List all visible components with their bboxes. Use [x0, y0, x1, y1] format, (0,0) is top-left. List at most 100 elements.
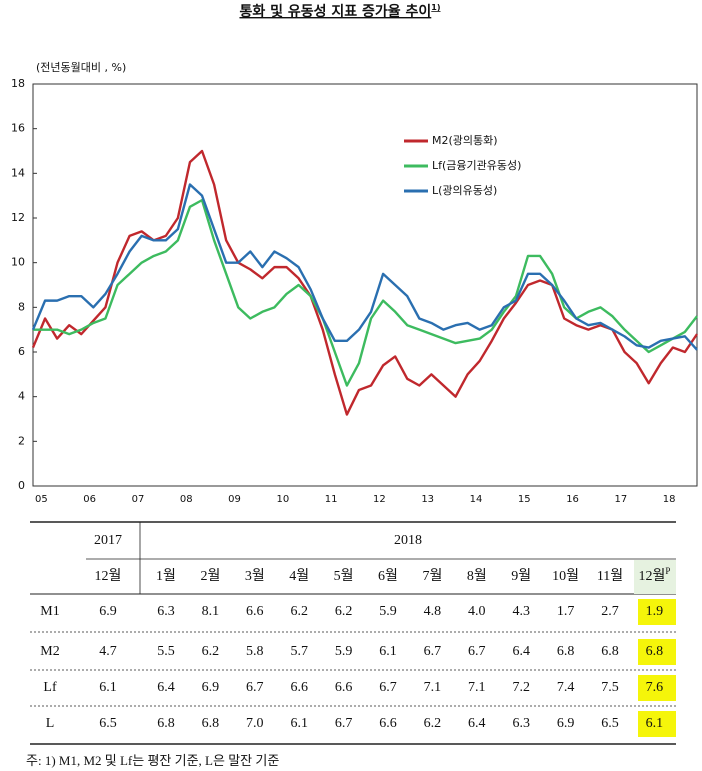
table-value: 5.9	[379, 604, 397, 619]
table-value: 1.7	[557, 604, 575, 619]
table-value: 6.4	[157, 680, 175, 695]
y-tick-label: 14	[11, 166, 25, 179]
month-text: 6월	[378, 568, 398, 584]
table-value: 6.4	[512, 644, 530, 659]
table-value: 7.5	[601, 680, 619, 695]
table-value: 6.8	[202, 716, 220, 731]
highlight	[638, 599, 676, 625]
x-tick-label: 14	[470, 494, 483, 505]
table-value: 5.5	[157, 644, 175, 659]
table-value: 6.9	[557, 716, 575, 731]
month-text: 4월	[289, 568, 309, 584]
table-value: 6.8	[601, 644, 619, 659]
month-header: 8월	[467, 568, 487, 584]
series-line	[31, 183, 698, 351]
highlight	[638, 711, 676, 737]
month-text: 11월	[597, 568, 623, 584]
table-value: 6.5	[601, 716, 619, 731]
table-value: 6.3	[512, 716, 530, 731]
y-tick-label: 8	[18, 300, 25, 313]
plot-frame	[32, 83, 698, 487]
x-tick-label: 06	[83, 494, 96, 505]
highlight	[638, 675, 676, 701]
table-value: 7.1	[468, 680, 486, 695]
table-value: 6.6	[335, 680, 353, 695]
table-value: 6.1	[379, 644, 397, 659]
table-value: 6.6	[246, 604, 264, 619]
legend-label: L(광의유동성)	[432, 184, 497, 197]
y-tick-label: 18	[11, 77, 25, 90]
table-value: 6.8	[557, 644, 575, 659]
table-value: 1.9	[646, 604, 664, 619]
legend-label: Lf(금융기관유동성)	[432, 159, 521, 172]
footnote: 주: 1) M1, M2 및 Lf는 평잔 기준, L은 말잔 기준	[26, 753, 279, 768]
month-header: 2월	[200, 568, 220, 584]
month-note: P	[665, 566, 670, 576]
title-note: 1)	[431, 3, 440, 12]
x-tick-label: 07	[132, 494, 145, 505]
y-tick-label: 10	[11, 256, 25, 269]
table-value: 4.8	[424, 604, 442, 619]
table-value: 6.1	[290, 716, 308, 731]
month-header: 10월	[552, 568, 579, 584]
row-label: M1	[40, 604, 59, 619]
month-header: 4월	[289, 568, 309, 584]
x-tick-label: 09	[228, 494, 241, 505]
month-header: 5월	[334, 568, 354, 584]
table-value: 6.7	[246, 680, 264, 695]
table-value: 6.7	[424, 644, 442, 659]
table-value: 6.9	[99, 604, 117, 619]
y-tick-label: 4	[18, 390, 25, 403]
table-value: 5.8	[246, 644, 264, 659]
y-tick-label: 0	[18, 479, 25, 492]
table-value: 7.1	[424, 680, 442, 695]
month-text: 2월	[200, 568, 220, 584]
table-value: 6.7	[468, 644, 486, 659]
x-tick-label: 10	[276, 494, 289, 505]
month-text: 9월	[511, 568, 531, 584]
series-line	[33, 198, 698, 387]
table-value: 6.9	[202, 680, 220, 695]
x-tick-label: 15	[518, 494, 531, 505]
x-tick-label: 12	[373, 494, 386, 505]
legend-label: M2(광의통화)	[432, 134, 498, 147]
table-value: 7.6	[646, 680, 664, 695]
x-tick-label: 16	[566, 494, 579, 505]
row-label: L	[46, 716, 55, 731]
month-header: 12월P	[638, 566, 670, 584]
x-tick-label: 05	[35, 494, 48, 505]
year-header: 2017	[94, 533, 122, 548]
highlight-header	[634, 560, 676, 594]
table-value: 6.2	[290, 604, 308, 619]
x-tick-label: 11	[325, 494, 338, 505]
month-header: 7월	[422, 568, 442, 584]
x-tick-label: 08	[180, 494, 193, 505]
y-tick-label: 2	[18, 434, 25, 447]
month-header: 6월	[378, 568, 398, 584]
table-value: 6.2	[202, 644, 220, 659]
table-value: 6.2	[335, 604, 353, 619]
table-value: 6.8	[646, 644, 664, 659]
table-value: 4.3	[512, 604, 530, 619]
row-label: M2	[40, 644, 59, 659]
table-value: 4.7	[99, 644, 117, 659]
y-axis-label: (전년동월대비 , %)	[36, 61, 126, 74]
x-tick-label: 13	[421, 494, 434, 505]
table-value: 6.8	[157, 716, 175, 731]
table-value: 6.4	[468, 716, 486, 731]
month-header: 9월	[511, 568, 531, 584]
table-value: 6.7	[335, 716, 353, 731]
row-label: Lf	[43, 680, 57, 695]
y-tick-label: 16	[11, 122, 25, 135]
highlight	[638, 639, 676, 665]
table-value: 7.2	[512, 680, 530, 695]
table-value: 7.0	[246, 716, 264, 731]
month-text: 7월	[422, 568, 442, 584]
table-value: 6.6	[290, 680, 308, 695]
month-header: 11월	[597, 568, 623, 584]
month-header: 3월	[245, 568, 265, 584]
year-header: 2018	[394, 533, 422, 548]
table-value: 5.9	[335, 644, 353, 659]
title-text: 통화 및 유동성 지표 증가율 추이	[239, 3, 431, 20]
